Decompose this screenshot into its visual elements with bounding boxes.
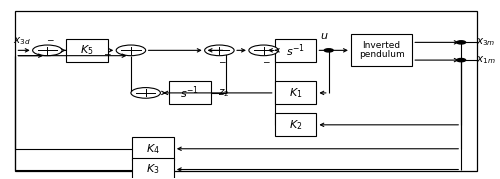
Circle shape	[116, 45, 146, 56]
Circle shape	[324, 49, 333, 52]
Text: $-$: $-$	[218, 57, 226, 66]
Text: $-$: $-$	[102, 49, 112, 57]
Text: $s^{-1}$: $s^{-1}$	[286, 42, 305, 59]
Text: $K_4$: $K_4$	[146, 142, 160, 156]
Text: $z_2$: $z_2$	[218, 87, 230, 99]
Bar	[274, 113, 316, 136]
Circle shape	[456, 59, 466, 62]
Bar	[274, 81, 316, 104]
Bar	[132, 137, 174, 160]
Circle shape	[456, 41, 466, 44]
Circle shape	[131, 88, 160, 98]
Bar	[169, 81, 211, 104]
Circle shape	[32, 45, 62, 56]
Text: $x_{3m}$: $x_{3m}$	[476, 37, 496, 48]
Bar	[274, 39, 316, 62]
Bar	[351, 34, 412, 66]
Text: $x_{1m}$: $x_{1m}$	[476, 54, 496, 66]
Text: $u$: $u$	[320, 31, 328, 41]
Text: $K_2$: $K_2$	[289, 118, 302, 132]
Circle shape	[249, 45, 278, 56]
Text: $K_1$: $K_1$	[289, 86, 302, 100]
Circle shape	[204, 45, 234, 56]
Text: Inverted: Inverted	[362, 41, 401, 50]
Text: $-$: $-$	[262, 57, 270, 66]
Text: pendulum: pendulum	[358, 50, 405, 59]
Text: $s^{-1}$: $s^{-1}$	[180, 85, 200, 101]
Text: $x_{3d}$: $x_{3d}$	[13, 36, 30, 47]
Text: $-$: $-$	[46, 34, 54, 43]
Text: $K_3$: $K_3$	[146, 163, 160, 176]
Bar	[132, 158, 174, 179]
Text: $K_5$: $K_5$	[80, 43, 94, 57]
Bar	[66, 39, 108, 62]
